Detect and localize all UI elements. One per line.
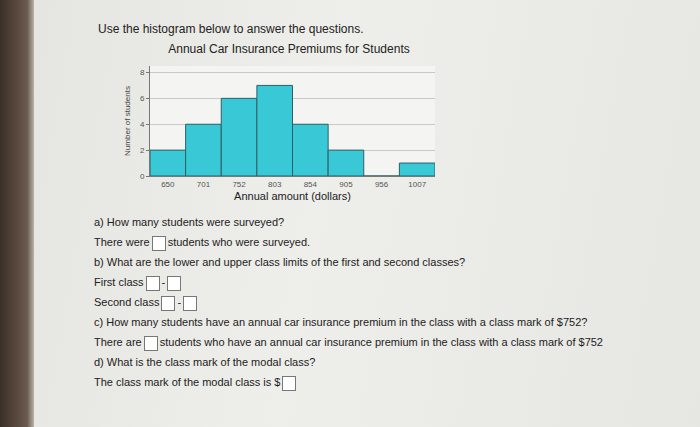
svg-text:701: 701 [197,180,211,189]
html-text:students who have an annual ca: students who have an annual car insuranc… [159,336,603,348]
svg-text:2: 2 [140,146,145,155]
html-text:Second class: Second class [94,296,160,308]
html-text:First class: First class [94,276,144,288]
html-text:There were: There were [94,236,150,248]
html-text:The class mark of the modal cl: The class mark of the modal class is $ [94,376,281,388]
svg-text:Number of students: Number of students [123,86,132,156]
svg-text:0: 0 [140,172,145,181]
svg-text:905: 905 [339,180,353,189]
svg-text:956: 956 [375,180,389,189]
html-text:Use the histogram below to ans: Use the histogram below to answer the qu… [98,22,364,36]
html-text:There are: There are [94,336,142,348]
svg-text:6: 6 [140,94,145,103]
svg-text:803: 803 [268,180,282,189]
svg-text:Annual amount (dollars): Annual amount (dollars) [234,190,351,202]
html-text:c) How many students have an a: c) How many students have an annual car … [94,316,588,328]
svg-text:1007: 1007 [408,180,426,189]
html-text:a) How many students were surv: a) How many students were surveyed? [94,216,285,228]
html-text:b) What are the lower and uppe: b) What are the lower and upper class li… [94,256,466,268]
svg-text:752: 752 [232,180,246,189]
svg-text:8: 8 [140,68,145,77]
svg-text:Annual Car Insurance Premiums: Annual Car Insurance Premiums for Studen… [168,42,409,56]
html-text:d) What is the class mark of t: d) What is the class mark of the modal c… [94,356,316,368]
svg-text:4: 4 [140,120,145,129]
svg-text:854: 854 [304,180,318,189]
svg-text:650: 650 [161,180,175,189]
html-text:students who were surveyed.: students who were surveyed. [167,236,311,248]
